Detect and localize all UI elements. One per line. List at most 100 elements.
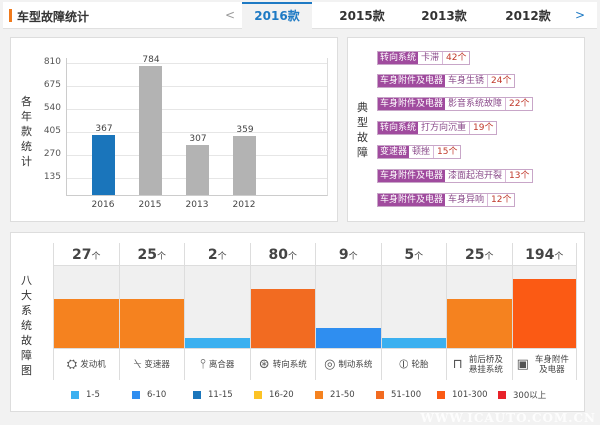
legend-label: 11-15: [208, 390, 233, 400]
next-arrow-icon[interactable]: >: [575, 8, 586, 22]
y-tick-label: 810: [43, 57, 61, 67]
typical-fault-item[interactable]: 转向系统 卡滞 42个: [377, 51, 471, 65]
system-bar: [185, 338, 250, 348]
fault-issue: 卡滞: [418, 52, 444, 64]
fault-count: 22个: [506, 98, 533, 110]
system-bar: [250, 288, 315, 348]
legend-item: 101-300: [437, 389, 498, 401]
legend-item: 16-20: [254, 389, 315, 401]
bar-2016[interactable]: [92, 134, 115, 195]
legend-item: 6-10: [132, 389, 193, 401]
bar-value-label: 359: [236, 125, 254, 136]
system-label: ⊛ 转向系统: [250, 348, 315, 380]
tire-icon: ⦶: [399, 356, 409, 372]
fault-count: 24个: [488, 75, 515, 87]
legend-item: 21-50: [315, 389, 376, 401]
system-column[interactable]: 25个 ⍀ 变速器: [118, 243, 184, 380]
count-value: 194: [525, 247, 555, 263]
legend-swatch: [376, 391, 384, 399]
prev-arrow-icon[interactable]: <: [225, 8, 236, 22]
system-column[interactable]: 25个 ⊓ 前后桥及悬挂系统: [446, 243, 512, 380]
bar-2015[interactable]: [139, 66, 162, 195]
fault-system: 车身附件及电器: [378, 194, 446, 206]
system-column[interactable]: 27个 ⛭ 发动机: [53, 243, 119, 380]
tab-2012[interactable]: 2012款: [505, 9, 551, 23]
system-label: ⊓ 前后桥及悬挂系统: [447, 348, 512, 380]
fault-system: 转向系统: [378, 122, 419, 134]
fault-issue: 打方向沉重: [418, 122, 471, 134]
system-name: 车身附件及电器: [534, 354, 569, 375]
system-name: 制动系统: [338, 359, 373, 370]
fault-system: 变速器: [378, 146, 410, 158]
system-column[interactable]: 2个 ⫯ 离合器: [184, 243, 250, 380]
typical-fault-item[interactable]: 变速器 顿挫 15个: [377, 145, 462, 159]
legend-label: 16-20: [269, 390, 294, 400]
x-tick-label: 2013: [185, 200, 209, 210]
system-label: ⛭ 发动机: [54, 348, 119, 380]
engine-icon: ⛭: [66, 356, 78, 372]
typical-fault-item[interactable]: 车身附件及电器 漆面起泡开裂 13个: [377, 169, 534, 183]
legend-label: 6-10: [147, 390, 167, 400]
bar-2013[interactable]: [186, 144, 209, 195]
bar-2012[interactable]: [233, 136, 256, 195]
x-tick-label: 2012: [232, 200, 256, 210]
x-tick-label: 2015: [138, 200, 162, 210]
legend-label: 51-100: [391, 390, 422, 400]
fault-issue: 影音系统故障: [445, 98, 507, 110]
system-label: ⫯ 离合器: [185, 348, 250, 380]
count-value: 27: [72, 247, 92, 263]
count-unit: 个: [348, 252, 358, 262]
system-label: ⦶ 轮胎: [381, 348, 446, 380]
system-column[interactable]: 5个 ⦶ 轮胎: [380, 243, 446, 380]
count-unit: 个: [156, 252, 166, 262]
typical-faults-label: 典型故障: [357, 101, 368, 159]
typical-fault-item[interactable]: 转向系统 打方向沉重 19个: [377, 121, 498, 135]
clutch-icon: ⫯: [200, 356, 206, 372]
typical-fault-item[interactable]: 车身附件及电器 车身生锈 24个: [377, 74, 516, 88]
title-marker: [9, 9, 12, 22]
header-bar: 车型故障统计 < 2016款 2015款 2013款 2012款 >: [3, 2, 597, 30]
count-value: 9: [338, 247, 349, 263]
fault-count: 15个: [434, 146, 461, 158]
typical-fault-item[interactable]: 车身附件及电器 影音系统故障 22个: [377, 97, 534, 111]
system-bar: [381, 338, 446, 348]
fault-issue: 车身生锈: [445, 75, 489, 87]
system-count: 25个: [447, 243, 512, 266]
fault-issue: 车身异响: [445, 194, 489, 206]
system-count: 27个: [54, 243, 119, 266]
fault-system: 车身附件及电器: [378, 98, 446, 110]
system-faults-panel: 八大系统故障图 27个 ⛭ 发动机 25个 ⍀ 变速器 2个 ⫯ 离合器 80个 ⊛ 转向系统 9个 ◎ 制…: [10, 232, 585, 412]
system-name: 轮胎: [411, 359, 429, 370]
tab-2015[interactable]: 2015款: [339, 9, 385, 23]
typical-fault-item[interactable]: 车身附件及电器 车身异响 12个: [377, 193, 516, 207]
legend-swatch: [498, 391, 506, 399]
legend-swatch: [315, 391, 323, 399]
legend-label: 300以上: [513, 391, 547, 401]
legend-swatch: [193, 391, 201, 399]
tab-2013[interactable]: 2013款: [421, 9, 467, 23]
y-tick-label: 675: [43, 80, 61, 90]
system-count: 5个: [381, 243, 446, 266]
bar-area: [185, 266, 250, 348]
system-bar: [512, 279, 576, 348]
system-name: 前后桥及悬挂系统: [468, 354, 503, 375]
system-column[interactable]: 194个 ▣ 车身附件及电器: [511, 243, 577, 380]
system-label: ▣ 车身附件及电器: [512, 348, 576, 380]
year-chart-panel: 各年款统计 810 675 540 405 270 135 367 784 307 359 20…: [10, 37, 338, 222]
gridline: [67, 132, 327, 133]
tab-2016[interactable]: 2016款: [242, 2, 312, 30]
count-unit: 个: [91, 252, 101, 262]
year-chart-ylabel: 各年款统计: [21, 95, 32, 168]
system-name: 离合器: [208, 359, 235, 370]
fault-count: 13个: [506, 170, 533, 182]
steering-wheel-icon: ⊛: [258, 356, 270, 372]
bar-area: [119, 266, 184, 348]
bar-area: [447, 266, 512, 348]
system-bar: [54, 298, 119, 348]
count-value: 2: [207, 247, 218, 263]
bar-value-label: 784: [142, 55, 160, 66]
system-column[interactable]: 80个 ⊛ 转向系统: [249, 243, 315, 380]
system-column[interactable]: 9个 ◎ 制动系统: [315, 243, 381, 380]
count-unit: 个: [287, 252, 297, 262]
system-label: ⍀ 变速器: [119, 348, 184, 380]
